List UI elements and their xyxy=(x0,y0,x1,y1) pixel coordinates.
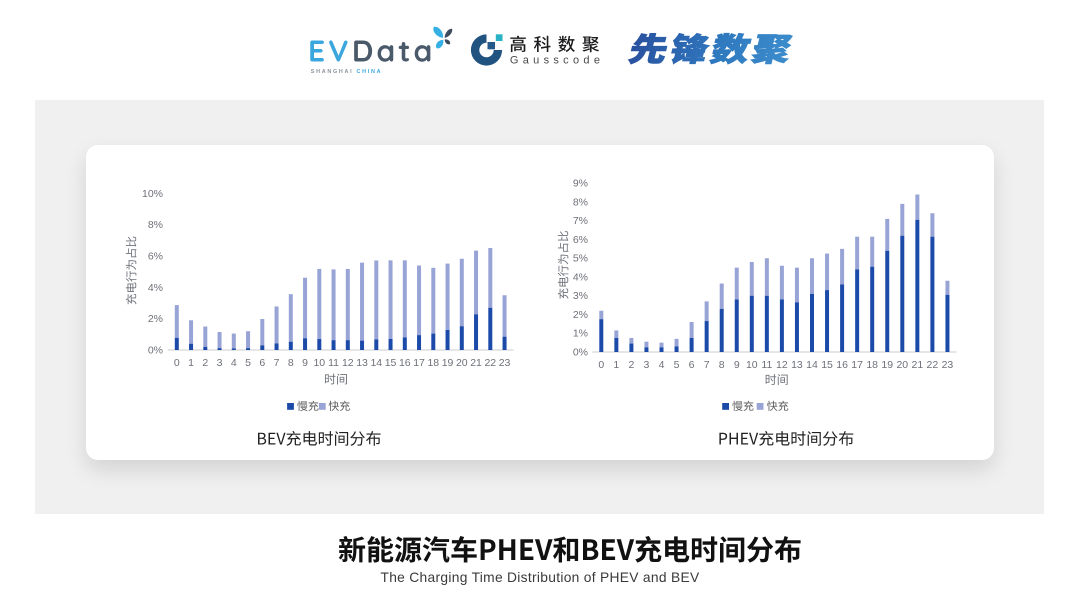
svg-text:1: 1 xyxy=(613,359,619,371)
svg-text:3: 3 xyxy=(644,359,650,371)
svg-text:5%: 5% xyxy=(573,253,588,265)
svg-text:8%: 8% xyxy=(148,219,163,231)
svg-text:7: 7 xyxy=(274,357,280,369)
svg-text:10: 10 xyxy=(746,359,758,371)
svg-text:1: 1 xyxy=(188,357,194,369)
svg-text:5: 5 xyxy=(674,359,680,371)
svg-text:4%: 4% xyxy=(573,271,588,283)
svg-text:22: 22 xyxy=(484,357,496,369)
svg-text:3%: 3% xyxy=(573,290,588,302)
svg-text:20: 20 xyxy=(896,359,908,371)
svg-text:6%: 6% xyxy=(148,251,163,263)
svg-text:15: 15 xyxy=(821,359,833,371)
svg-text:18: 18 xyxy=(866,359,878,371)
svg-text:20: 20 xyxy=(456,357,468,369)
svg-text:16: 16 xyxy=(836,359,848,371)
svg-text:0%: 0% xyxy=(148,344,163,356)
svg-text:2%: 2% xyxy=(573,309,588,321)
svg-text:18: 18 xyxy=(427,357,439,369)
svg-text:23: 23 xyxy=(942,359,954,371)
svg-text:8%: 8% xyxy=(573,196,588,208)
svg-text:12: 12 xyxy=(776,359,788,371)
svg-text:9: 9 xyxy=(302,357,308,369)
svg-text:1%: 1% xyxy=(573,328,588,340)
svg-text:19: 19 xyxy=(442,357,454,369)
svg-text:11: 11 xyxy=(328,357,339,369)
svg-text:Gausscode: Gausscode xyxy=(510,55,604,67)
svg-text:4: 4 xyxy=(231,357,237,369)
svg-text:8: 8 xyxy=(288,357,294,369)
svg-text:10%: 10% xyxy=(142,188,163,200)
svg-text:7%: 7% xyxy=(573,215,588,227)
svg-text:9: 9 xyxy=(734,359,740,371)
svg-text:5: 5 xyxy=(245,357,251,369)
svg-text:0%: 0% xyxy=(573,346,588,358)
svg-text:14: 14 xyxy=(370,357,382,369)
svg-text:10: 10 xyxy=(313,357,325,369)
svg-text:21: 21 xyxy=(470,357,482,369)
svg-text:14: 14 xyxy=(806,359,818,371)
svg-text:7: 7 xyxy=(704,359,710,371)
svg-text:3: 3 xyxy=(217,357,223,369)
svg-text:0: 0 xyxy=(598,359,604,371)
svg-text:The Charging Time Distribution: The Charging Time Distribution of PHEV a… xyxy=(380,570,700,585)
svg-text:SHANGHAI CHINA: SHANGHAI CHINA xyxy=(311,69,382,75)
svg-text:2%: 2% xyxy=(148,313,163,325)
svg-text:2: 2 xyxy=(628,359,634,371)
svg-text:17: 17 xyxy=(413,357,425,369)
svg-text:6%: 6% xyxy=(573,234,588,246)
svg-text:8: 8 xyxy=(719,359,725,371)
svg-text:16: 16 xyxy=(399,357,411,369)
svg-text:0: 0 xyxy=(174,357,180,369)
svg-text:11: 11 xyxy=(761,359,772,371)
svg-text:12: 12 xyxy=(342,357,354,369)
svg-text:6: 6 xyxy=(259,357,265,369)
svg-text:9%: 9% xyxy=(573,178,588,190)
svg-text:6: 6 xyxy=(689,359,695,371)
svg-text:2: 2 xyxy=(202,357,208,369)
svg-text:13: 13 xyxy=(356,357,368,369)
svg-text:13: 13 xyxy=(791,359,803,371)
svg-text:23: 23 xyxy=(499,357,511,369)
svg-text:15: 15 xyxy=(385,357,397,369)
svg-text:4%: 4% xyxy=(148,282,163,294)
svg-text:22: 22 xyxy=(927,359,939,371)
svg-text:19: 19 xyxy=(881,359,893,371)
svg-text:21: 21 xyxy=(912,359,924,371)
svg-text:4: 4 xyxy=(659,359,665,371)
svg-text:17: 17 xyxy=(851,359,863,371)
